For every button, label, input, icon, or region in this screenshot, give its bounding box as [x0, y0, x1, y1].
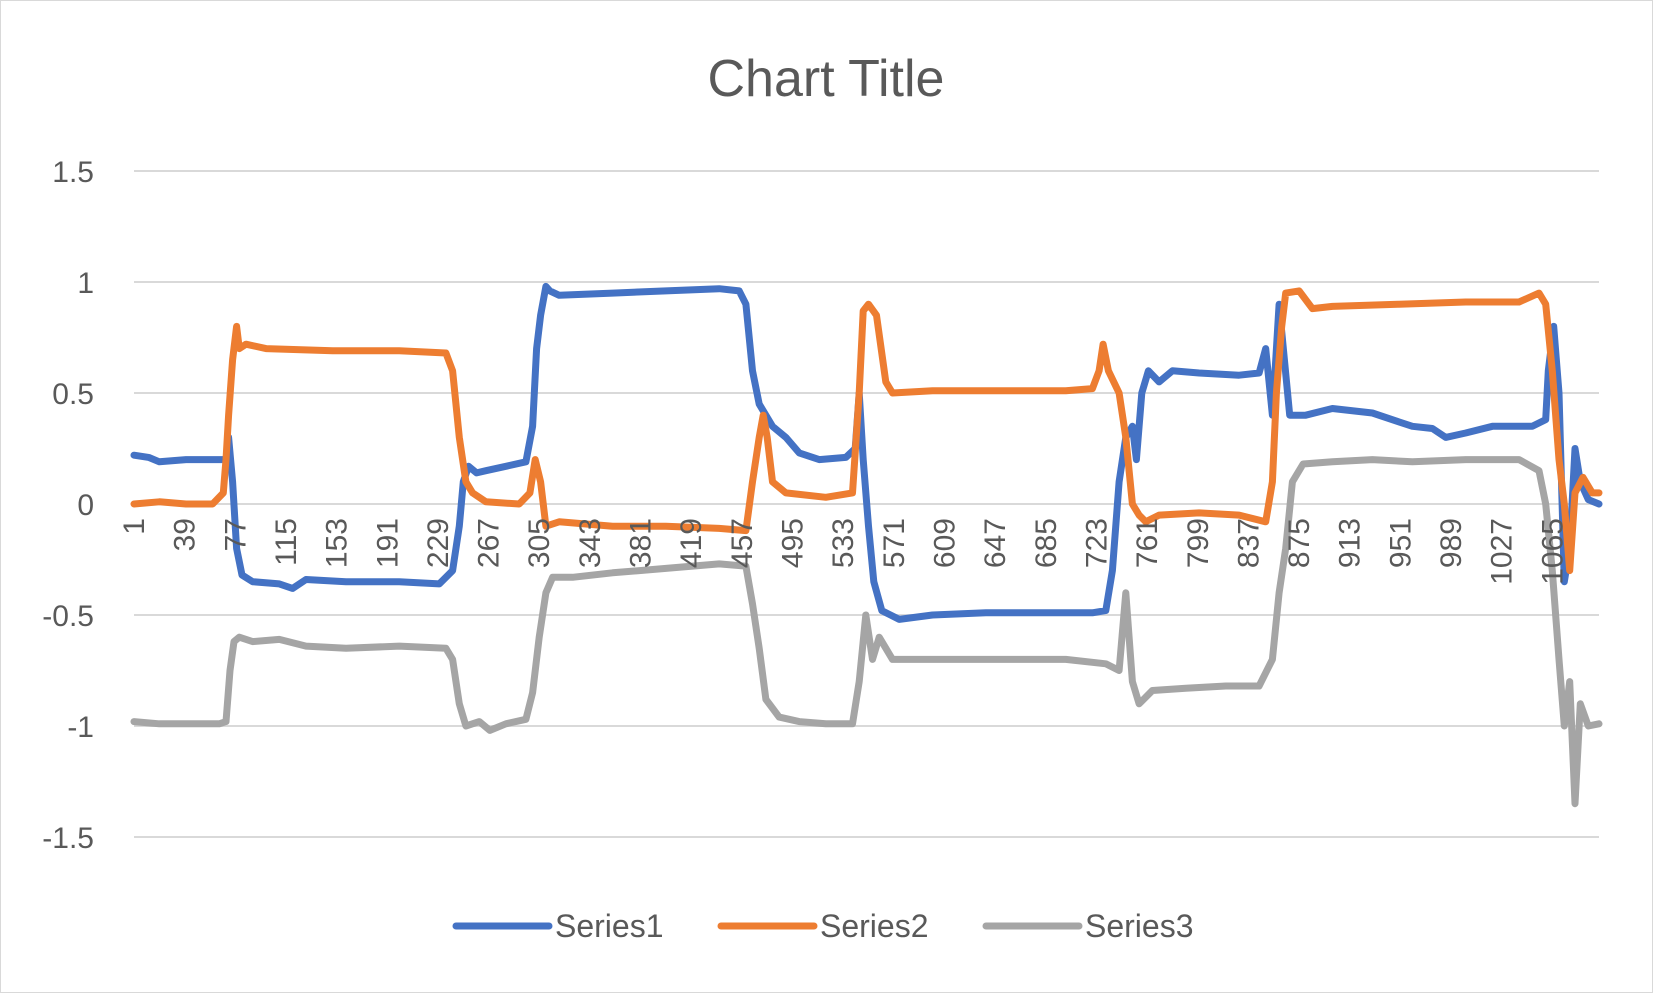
y-tick-label: -1 — [67, 711, 94, 744]
x-tick-label: 799 — [1182, 518, 1215, 568]
x-tick-label: 1 — [118, 518, 151, 535]
y-tick-label: 0.5 — [52, 378, 94, 411]
x-tick-label: 989 — [1435, 518, 1468, 568]
x-tick-label: 723 — [1080, 518, 1113, 568]
x-tick-label: 951 — [1384, 518, 1417, 568]
legend-label-series2: Series2 — [820, 908, 929, 944]
x-tick-label: 647 — [979, 518, 1012, 568]
y-tick-label: 0 — [77, 489, 94, 522]
y-tick-label: 1.5 — [52, 156, 94, 189]
x-tick-label: 381 — [625, 518, 658, 568]
x-tick-label: 153 — [321, 518, 354, 568]
x-tick-label: 495 — [777, 518, 810, 568]
x-tick-label: 913 — [1334, 518, 1367, 568]
legend-label-series3: Series3 — [1085, 908, 1194, 944]
x-tick-label: 343 — [574, 518, 607, 568]
x-tick-label: 533 — [827, 518, 860, 568]
y-axis-tick-labels: 1.5 1 0.5 0 -0.5 -1 -1.5 — [42, 156, 94, 855]
x-tick-label: 761 — [1131, 518, 1164, 568]
x-tick-label: 609 — [928, 518, 961, 568]
x-tick-label: 419 — [675, 518, 708, 568]
x-tick-label: 115 — [270, 518, 303, 566]
series-line-series1 — [130, 282, 1603, 623]
x-tick-label: 457 — [726, 518, 759, 568]
x-tick-label: 1065 — [1536, 518, 1569, 585]
chart-title: Chart Title — [708, 50, 945, 108]
x-tick-label: 685 — [1030, 518, 1063, 568]
series-line-series3 — [130, 456, 1603, 808]
series-lines — [130, 282, 1603, 808]
x-tick-label: 571 — [878, 518, 911, 568]
legend: Series1 Series2 Series3 — [452, 908, 1194, 944]
x-tick-label: 229 — [422, 518, 455, 568]
x-tick-label: 837 — [1232, 518, 1265, 568]
y-tick-label: -1.5 — [42, 822, 94, 855]
legend-label-series1: Series1 — [555, 908, 664, 944]
y-tick-label: -0.5 — [42, 600, 94, 633]
x-axis-tick-labels: 1 39 77 115 153 191 229 267 305 343 381 419 457 495 53… — [118, 518, 1569, 585]
x-tick-label: 1027 — [1486, 518, 1519, 585]
x-tick-label: 875 — [1283, 518, 1316, 568]
series-line-series2 — [130, 287, 1603, 575]
y-tick-label: 1 — [77, 267, 94, 300]
x-tick-label: 191 — [371, 518, 404, 568]
x-tick-label: 305 — [523, 518, 556, 568]
x-tick-label: 77 — [219, 518, 252, 551]
x-tick-label: 39 — [169, 518, 202, 551]
x-tick-label: 267 — [473, 518, 506, 568]
